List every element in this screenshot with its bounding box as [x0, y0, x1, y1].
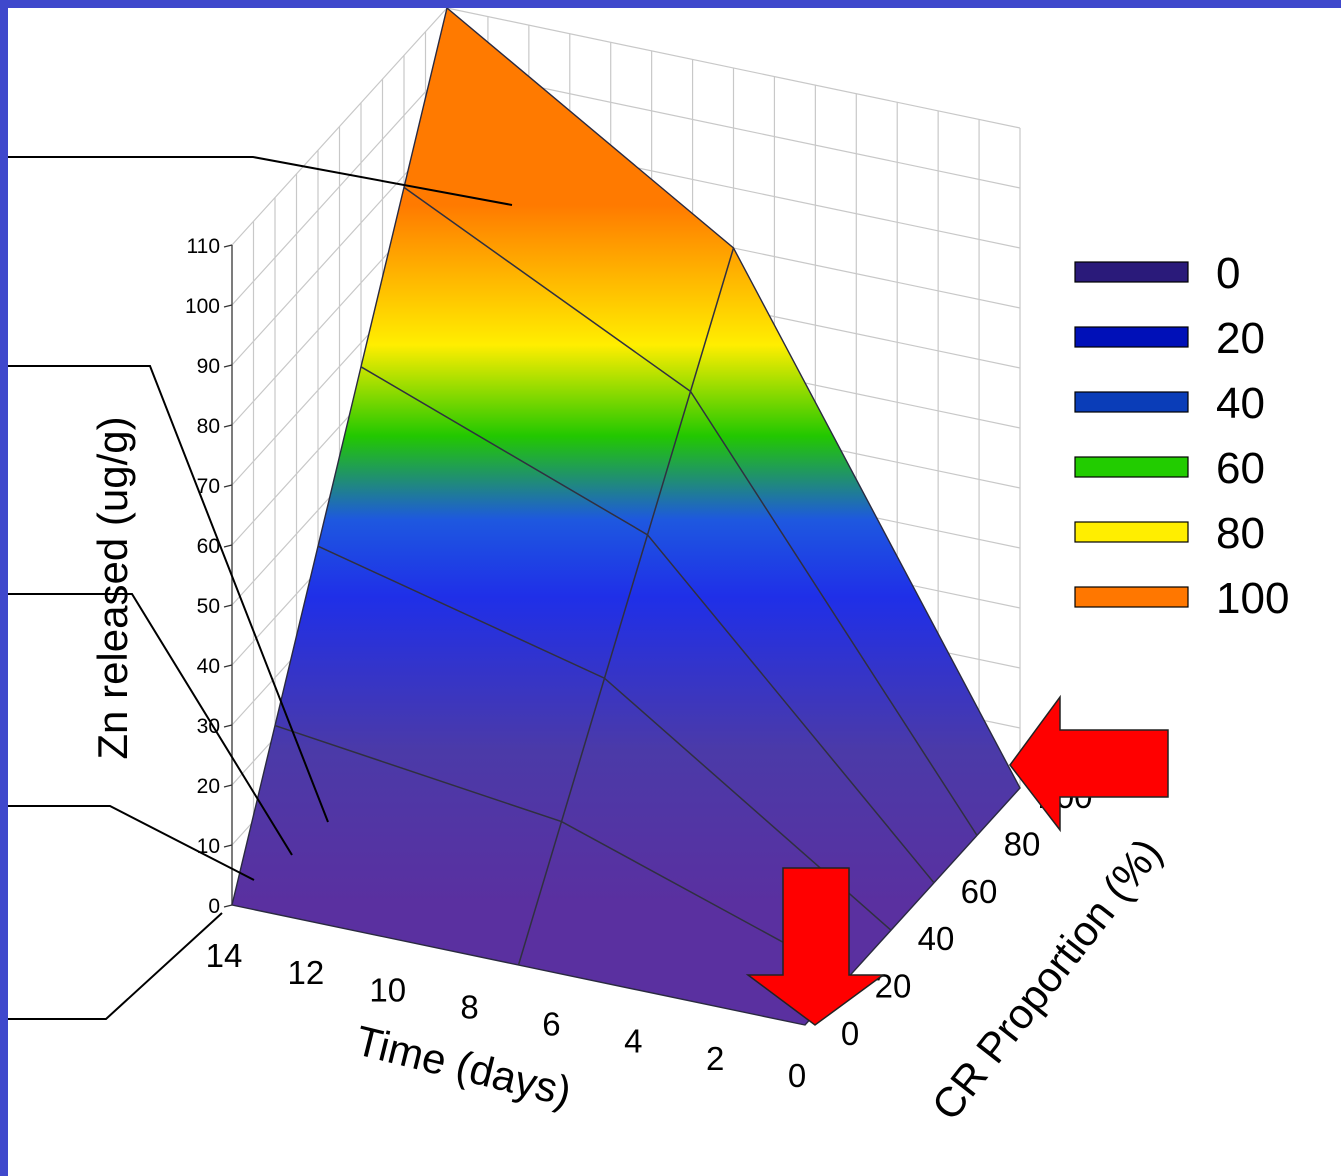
z-tick-mark — [223, 904, 233, 908]
x-axis-ticks: 14 12 10 8 6 4 2 0 — [206, 937, 807, 1094]
legend-swatch — [1074, 391, 1189, 413]
mesh-line — [274, 724, 849, 979]
z-tick-label: 80 — [197, 415, 220, 438]
callout-line — [8, 365, 329, 823]
z-tick-mark — [223, 784, 233, 788]
z-tick-label: 90 — [197, 355, 220, 378]
z-tick-label: 20 — [197, 775, 220, 798]
legend-label: 20 — [1216, 314, 1265, 363]
z-tick-label: 70 — [197, 475, 220, 498]
legend-label: 0 — [1216, 249, 1240, 298]
x-tick-label: 10 — [369, 971, 406, 1008]
z-tick-label: 50 — [197, 595, 220, 618]
legend-swatch — [1074, 456, 1189, 478]
y-tick-label: 60 — [961, 873, 998, 910]
y-tick-label: 80 — [1004, 825, 1041, 862]
z-axis-ticks: 0 10 20 30 40 50 60 70 80 90 100 110 — [185, 235, 233, 918]
mesh-line — [403, 186, 978, 836]
legend-swatch — [1074, 586, 1189, 608]
z-tick-label: 100 — [185, 295, 220, 318]
legend-label: 80 — [1216, 509, 1265, 558]
z-tick-label: 10 — [197, 835, 220, 858]
z-tick-label: 30 — [197, 715, 220, 738]
z-tick-mark — [223, 304, 233, 308]
legend-label: 40 — [1216, 379, 1265, 428]
annotation-arrows — [745, 694, 1169, 1026]
z-tick-mark — [223, 724, 233, 728]
mesh-line — [517, 247, 735, 966]
z-tick-mark — [223, 424, 233, 428]
mesh-line — [360, 366, 935, 884]
y-tick-label: 40 — [918, 920, 955, 957]
legend-label: 100 — [1216, 574, 1289, 623]
x-tick-label: 4 — [624, 1023, 642, 1060]
z-tick-mark — [223, 364, 233, 368]
legend-swatch — [1074, 521, 1189, 543]
callout-line — [8, 805, 255, 881]
y-tick-label: 0 — [841, 1015, 859, 1052]
mesh-line — [317, 545, 892, 931]
z-tick-mark — [223, 844, 233, 848]
x-tick-label: 12 — [287, 954, 324, 991]
z-tick-label: 60 — [197, 535, 220, 558]
z-tick-mark — [223, 664, 233, 668]
legend-label: 60 — [1216, 444, 1265, 493]
x-tick-label: 6 — [542, 1006, 560, 1043]
right-arrow-red — [1009, 694, 1169, 833]
x-tick-label: 0 — [788, 1057, 806, 1094]
z-axis-title: Zn released (ug/g) — [89, 416, 136, 759]
callout-lines — [8, 156, 513, 1020]
legend-swatch — [1074, 326, 1189, 348]
z-tick-mark — [223, 604, 233, 608]
x-tick-label: 2 — [706, 1040, 724, 1077]
z-tick-label: 40 — [197, 655, 220, 678]
down-arrow-red — [745, 867, 886, 1026]
callout-line — [8, 593, 293, 856]
callout-line — [8, 156, 513, 206]
z-tick-mark — [223, 244, 233, 248]
legend-swatch — [1074, 261, 1189, 283]
z-tick-mark — [223, 484, 233, 488]
surface-fill — [231, 8, 1021, 1026]
z-tick-label: 0 — [208, 895, 220, 918]
x-tick-label: 14 — [206, 937, 243, 974]
z-tick-label: 110 — [187, 235, 220, 258]
legend: 0 20 40 60 80 100 — [1074, 249, 1289, 623]
callout-line — [8, 912, 223, 1020]
x-tick-label: 8 — [460, 988, 478, 1025]
y-tick-label: 20 — [875, 968, 912, 1005]
chart-surface — [231, 8, 1021, 1026]
z-tick-mark — [223, 544, 233, 548]
